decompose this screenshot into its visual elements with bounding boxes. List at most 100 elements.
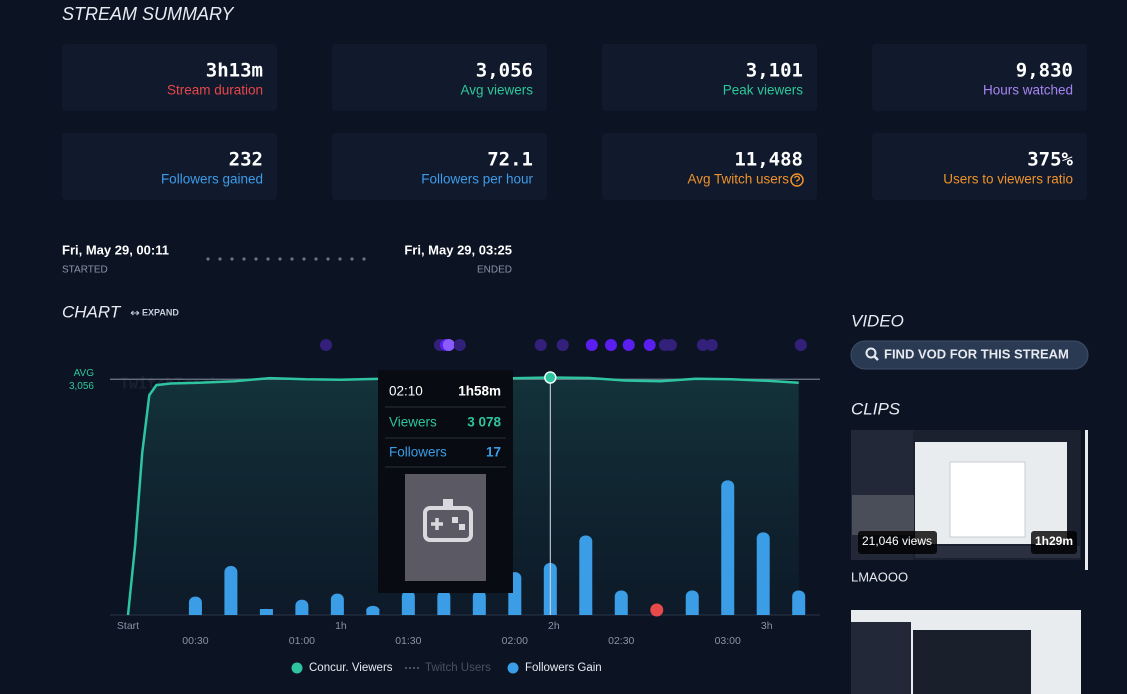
stat-value: 3,056 xyxy=(476,60,533,82)
stat-label: Stream duration xyxy=(167,83,263,98)
stat-card xyxy=(602,44,817,111)
stat-label: Avg viewers xyxy=(460,83,533,98)
x-tick-label: 02:30 xyxy=(608,635,634,647)
find-vod-label[interactable]: FIND VOD FOR THIS STREAM xyxy=(884,346,1069,361)
event-dot[interactable] xyxy=(664,339,677,351)
stat-value: 11,488 xyxy=(734,149,803,171)
follower-bar xyxy=(472,590,486,615)
stat-card xyxy=(872,133,1087,200)
thumb-panel xyxy=(851,622,911,694)
start-label: STARTED xyxy=(62,265,108,276)
tooltip-value: 3 078 xyxy=(467,415,501,430)
event-dot[interactable] xyxy=(622,339,635,351)
follower-bar-base xyxy=(721,609,735,615)
follower-bar xyxy=(614,590,628,615)
timeline-dot xyxy=(206,257,210,261)
timeline-dot xyxy=(278,257,282,261)
follower-bar xyxy=(685,590,699,615)
timeline-dot xyxy=(230,257,234,261)
expand-icon xyxy=(130,310,140,316)
follower-bar xyxy=(579,535,593,615)
follower-bar xyxy=(401,590,415,615)
stat-card xyxy=(332,133,547,200)
x-tick-label: 03:00 xyxy=(715,635,741,647)
timeline-dot xyxy=(314,257,318,261)
follower-bar-base xyxy=(472,609,486,615)
event-dot[interactable] xyxy=(604,339,617,351)
search-icon-handle xyxy=(873,355,879,361)
clip-views: 21,046 views xyxy=(862,534,932,548)
x-tick-label: 01:30 xyxy=(395,635,421,647)
tooltip-value: 17 xyxy=(486,445,501,460)
event-dot[interactable] xyxy=(696,339,709,351)
stat-value: 232 xyxy=(229,149,263,171)
legend-label[interactable]: Followers Gain xyxy=(525,662,602,674)
legend-label[interactable]: Twitch Users xyxy=(425,662,491,674)
follower-bar-base xyxy=(614,609,628,615)
info-icon-mark xyxy=(793,175,801,184)
clip-duration: 1h29m xyxy=(1035,534,1073,548)
game-icon-button xyxy=(459,524,465,530)
thumb-webcam xyxy=(852,495,914,535)
stat-label: Followers gained xyxy=(161,172,263,187)
game-image xyxy=(405,474,486,581)
timeline-dot xyxy=(266,257,270,261)
event-dot[interactable] xyxy=(442,339,455,351)
stat-value: 9,830 xyxy=(1016,60,1073,82)
event-dot[interactable] xyxy=(705,339,718,351)
timeline-dot xyxy=(302,257,306,261)
legend-swatch xyxy=(507,662,519,674)
event-dot[interactable] xyxy=(556,339,569,351)
legend-swatch xyxy=(291,662,303,674)
stat-value: 72.1 xyxy=(487,149,533,171)
legend-label[interactable]: Concur. Viewers xyxy=(309,662,393,674)
follower-bar xyxy=(437,590,451,615)
stat-value: 3,101 xyxy=(746,60,803,82)
stat-card xyxy=(872,44,1087,111)
expand-button[interactable]: EXPAND xyxy=(142,307,179,317)
timeline-dot xyxy=(242,257,246,261)
thumb-dialog xyxy=(949,461,1026,538)
follower-bar-base xyxy=(330,609,344,615)
follower-bar-base xyxy=(366,609,380,615)
thumb-content xyxy=(913,630,1031,694)
timeline-dot xyxy=(254,257,258,261)
event-dot[interactable] xyxy=(794,339,807,351)
stat-card xyxy=(62,133,277,200)
stat-card xyxy=(332,44,547,111)
tooltip-label: Followers xyxy=(389,445,447,460)
x-tick-label: 2h xyxy=(548,620,560,632)
game-icon xyxy=(423,506,473,542)
stat-card xyxy=(62,44,277,111)
follower-bar xyxy=(721,480,735,615)
follower-bar-base xyxy=(401,609,415,615)
timeline-dot xyxy=(218,257,222,261)
stat-label: Hours watched xyxy=(983,83,1073,98)
avg-label: AVG xyxy=(74,368,95,379)
clip-title[interactable]: LMAOOO xyxy=(851,569,908,584)
event-dot[interactable] xyxy=(534,339,547,351)
clips-title: CLIPS xyxy=(851,399,901,418)
end-label: ENDED xyxy=(477,265,512,276)
timeline-dot xyxy=(290,257,294,261)
follower-bar-base xyxy=(259,609,273,615)
game-icon-top xyxy=(443,499,453,507)
crosshair-dot xyxy=(544,371,557,384)
timeline-dot xyxy=(362,257,366,261)
game-icon-button xyxy=(452,517,458,523)
find-vod-button[interactable] xyxy=(850,340,1089,370)
avg-value: 3,056 xyxy=(69,381,94,392)
event-dot[interactable] xyxy=(643,339,656,351)
follower-dot xyxy=(650,603,664,617)
event-dot[interactable] xyxy=(320,339,333,351)
x-tick-label: 3h xyxy=(761,620,773,632)
stat-label: Followers per hour xyxy=(421,172,533,187)
x-tick-label: 00:30 xyxy=(182,635,208,647)
timeline-dot xyxy=(326,257,330,261)
event-dot[interactable] xyxy=(453,339,466,351)
stat-card xyxy=(602,133,817,200)
stat-label: Avg Twitch users xyxy=(687,172,789,187)
section-title: STREAM SUMMARY xyxy=(62,4,235,24)
game-icon-dpad xyxy=(431,518,443,530)
event-dot[interactable] xyxy=(585,339,598,351)
